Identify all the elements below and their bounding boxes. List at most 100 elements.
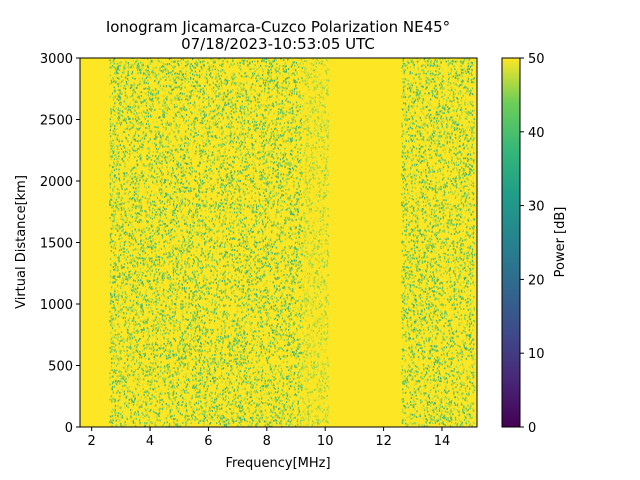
heatmap-cell <box>116 269 118 272</box>
heatmap-cell <box>114 334 117 336</box>
heatmap-cell <box>111 346 113 348</box>
heatmap-cell <box>299 160 301 162</box>
heatmap-cell <box>158 208 160 211</box>
heatmap-cell <box>262 295 264 298</box>
heatmap-cell <box>111 322 113 324</box>
heatmap-cell <box>256 379 258 382</box>
heatmap-cell <box>112 220 114 223</box>
heatmap-cell <box>216 288 218 290</box>
heatmap-cell <box>260 318 263 321</box>
heatmap-cell <box>145 164 148 167</box>
heatmap-cell <box>121 64 123 67</box>
heatmap-cell <box>273 175 275 178</box>
heatmap-cell <box>139 122 141 124</box>
heatmap-cell <box>288 376 290 379</box>
heatmap-cell <box>151 108 153 110</box>
heatmap-cell <box>220 289 222 292</box>
heatmap-cell <box>228 336 230 339</box>
heatmap-cell <box>124 379 126 382</box>
heatmap-cell <box>291 174 294 177</box>
heatmap-cell <box>267 294 269 297</box>
heatmap-cell <box>137 83 139 86</box>
heatmap-cell <box>148 358 150 360</box>
heatmap-cell <box>202 420 204 423</box>
heatmap-cell <box>150 248 153 250</box>
heatmap-cell <box>281 323 283 326</box>
heatmap-cell <box>169 185 172 187</box>
heatmap-cell <box>151 215 153 217</box>
heatmap-cell <box>111 350 113 353</box>
heatmap-cell <box>117 296 120 299</box>
heatmap-cell <box>184 330 186 333</box>
heatmap-cell <box>278 289 280 292</box>
heatmap-cell <box>274 140 276 143</box>
heatmap-cell <box>203 92 206 95</box>
heatmap-cell <box>198 220 200 223</box>
heatmap-cell <box>119 104 121 107</box>
heatmap-cell <box>208 99 210 102</box>
heatmap-cell <box>186 312 188 314</box>
heatmap-cell <box>133 124 135 127</box>
heatmap-cell <box>253 156 255 158</box>
heatmap-cell <box>265 109 267 111</box>
heatmap-cell <box>277 130 279 133</box>
heatmap-cell <box>199 336 201 339</box>
heatmap-cell <box>250 390 252 393</box>
heatmap-cell <box>221 287 224 290</box>
heatmap-cell <box>284 234 286 236</box>
heatmap-cell <box>194 139 196 142</box>
heatmap-cell <box>166 253 169 256</box>
heatmap-cell <box>204 402 206 405</box>
heatmap-cell <box>217 414 219 417</box>
heatmap-cell <box>205 106 208 109</box>
heatmap-cell <box>255 75 258 77</box>
heatmap-cell <box>255 303 257 306</box>
heatmap-cell <box>239 370 242 373</box>
heatmap-cell <box>157 218 159 221</box>
heatmap-cell <box>258 164 261 166</box>
heatmap-cell <box>152 239 154 242</box>
heatmap-cell <box>209 229 212 232</box>
heatmap-cell <box>140 204 143 207</box>
heatmap-cell <box>203 367 205 370</box>
heatmap-cell <box>144 259 146 262</box>
heatmap-cell <box>297 402 299 405</box>
heatmap-cell <box>262 169 265 171</box>
heatmap-cell <box>253 95 255 98</box>
heatmap-cell <box>236 324 238 327</box>
heatmap-cell <box>258 251 260 254</box>
heatmap-cell <box>271 252 273 254</box>
heatmap-cell <box>147 238 149 240</box>
heatmap-cell <box>120 147 123 150</box>
heatmap-cell <box>264 209 266 211</box>
heatmap-cell <box>273 257 275 260</box>
heatmap-cell <box>188 156 190 159</box>
heatmap-cell <box>110 135 112 138</box>
heatmap-cell <box>233 337 235 340</box>
heatmap-cell <box>143 330 146 333</box>
heatmap-cell <box>279 403 281 405</box>
heatmap-cell <box>169 193 171 196</box>
heatmap-cell <box>203 100 205 103</box>
heatmap-cell <box>156 419 158 421</box>
heatmap-cell <box>162 212 164 215</box>
heatmap-cell <box>189 257 191 260</box>
heatmap-cell <box>148 365 150 368</box>
heatmap-cell <box>212 415 214 417</box>
heatmap-cell <box>174 362 177 365</box>
heatmap-cell <box>226 60 229 63</box>
heatmap-cell <box>226 412 228 415</box>
heatmap-cell <box>162 196 164 199</box>
heatmap-cell <box>166 136 168 139</box>
heatmap-cell <box>128 364 130 367</box>
heatmap-cell <box>211 188 213 191</box>
heatmap-cell <box>208 167 210 170</box>
heatmap-cell <box>129 96 131 98</box>
heatmap-cell <box>274 331 277 333</box>
heatmap-cell <box>275 79 277 82</box>
heatmap-cell <box>209 350 211 352</box>
heatmap-cell <box>247 75 249 77</box>
heatmap-cell <box>253 123 255 126</box>
heatmap-cell <box>263 307 265 310</box>
heatmap-cell <box>210 287 212 289</box>
